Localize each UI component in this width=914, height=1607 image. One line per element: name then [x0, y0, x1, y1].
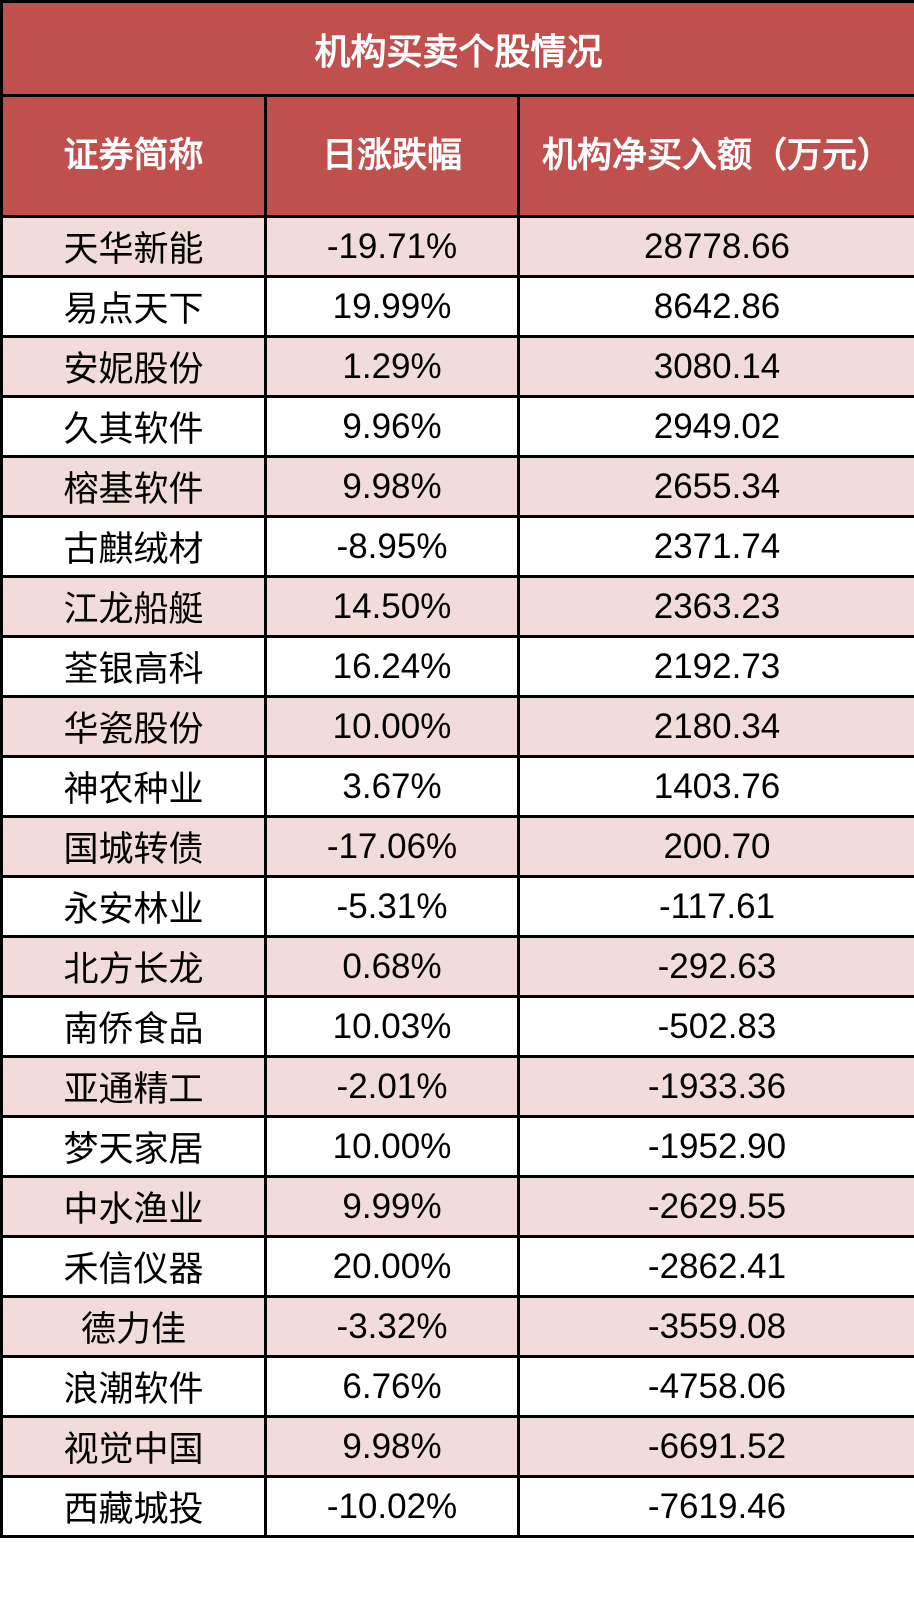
table-row: 神农种业 3.67% 1403.76 [0, 755, 914, 818]
stock-name-cell: 国城转债 [0, 815, 267, 878]
daily-change-cell: -8.95% [264, 515, 520, 578]
table-row: 德力佳 -3.32% -3559.08 [0, 1295, 914, 1358]
column-header-change: 日涨跌幅 [264, 94, 520, 218]
net-buy-cell: 200.70 [516, 815, 914, 878]
column-header-net-buy: 机构净买入额（万元） [516, 94, 914, 218]
daily-change-cell: -17.06% [264, 815, 520, 878]
daily-change-cell: 9.98% [264, 1415, 520, 1478]
net-buy-cell: 3080.14 [516, 335, 914, 398]
stock-name-cell: 中水渔业 [0, 1175, 267, 1238]
net-buy-cell: -3559.08 [516, 1295, 914, 1358]
stock-name-cell: 安妮股份 [0, 335, 267, 398]
stock-name-cell: 德力佳 [0, 1295, 267, 1358]
stock-name-cell: 古麒绒材 [0, 515, 267, 578]
daily-change-cell: 9.99% [264, 1175, 520, 1238]
stock-name-cell: 久其软件 [0, 395, 267, 458]
daily-change-cell: 19.99% [264, 275, 520, 338]
table-row: 古麒绒材 -8.95% 2371.74 [0, 515, 914, 578]
table-row: 浪潮软件 6.76% -4758.06 [0, 1355, 914, 1418]
net-buy-cell: -1952.90 [516, 1115, 914, 1178]
daily-change-cell: 14.50% [264, 575, 520, 638]
daily-change-cell: -3.32% [264, 1295, 520, 1358]
daily-change-cell: 6.76% [264, 1355, 520, 1418]
table-row: 榕基软件 9.98% 2655.34 [0, 455, 914, 518]
net-buy-cell: -4758.06 [516, 1355, 914, 1418]
table-row: 久其软件 9.96% 2949.02 [0, 395, 914, 458]
net-buy-cell: 2949.02 [516, 395, 914, 458]
table-row: 西藏城投 -10.02% -7619.46 [0, 1475, 914, 1538]
net-buy-cell: -117.61 [516, 875, 914, 938]
table-row: 禾信仪器 20.00% -2862.41 [0, 1235, 914, 1298]
table-row: 南侨食品 10.03% -502.83 [0, 995, 914, 1058]
daily-change-cell: 10.03% [264, 995, 520, 1058]
daily-change-cell: -5.31% [264, 875, 520, 938]
table-row: 安妮股份 1.29% 3080.14 [0, 335, 914, 398]
stock-name-cell: 亚通精工 [0, 1055, 267, 1118]
table-row: 易点天下 19.99% 8642.86 [0, 275, 914, 338]
table-row: 国城转债 -17.06% 200.70 [0, 815, 914, 878]
stock-name-cell: 榕基软件 [0, 455, 267, 518]
daily-change-cell: 10.00% [264, 1115, 520, 1178]
daily-change-cell: -19.71% [264, 215, 520, 278]
table-row: 江龙船艇 14.50% 2363.23 [0, 575, 914, 638]
stock-name-cell: 荃银高科 [0, 635, 267, 698]
stock-name-cell: 北方长龙 [0, 935, 267, 998]
stock-name-cell: 永安林业 [0, 875, 267, 938]
table-row: 永安林业 -5.31% -117.61 [0, 875, 914, 938]
stock-name-cell: 梦天家居 [0, 1115, 267, 1178]
net-buy-cell: 2655.34 [516, 455, 914, 518]
table-row: 华瓷股份 10.00% 2180.34 [0, 695, 914, 758]
stock-name-cell: 江龙船艇 [0, 575, 267, 638]
net-buy-cell: 2180.34 [516, 695, 914, 758]
institution-trading-table: 机构买卖个股情况 证券简称 日涨跌幅 机构净买入额（万元） 天华新能 -19.71… [0, 0, 914, 1538]
table-row: 北方长龙 0.68% -292.63 [0, 935, 914, 998]
stock-name-cell: 神农种业 [0, 755, 267, 818]
stock-name-cell: 视觉中国 [0, 1415, 267, 1478]
daily-change-cell: -10.02% [264, 1475, 520, 1538]
net-buy-cell: -2862.41 [516, 1235, 914, 1298]
daily-change-cell: -2.01% [264, 1055, 520, 1118]
net-buy-cell: -6691.52 [516, 1415, 914, 1478]
net-buy-cell: -7619.46 [516, 1475, 914, 1538]
stock-name-cell: 浪潮软件 [0, 1355, 267, 1418]
net-buy-cell: 2363.23 [516, 575, 914, 638]
table-row: 梦天家居 10.00% -1952.90 [0, 1115, 914, 1178]
net-buy-cell: 8642.86 [516, 275, 914, 338]
table-row: 亚通精工 -2.01% -1933.36 [0, 1055, 914, 1118]
daily-change-cell: 16.24% [264, 635, 520, 698]
stock-name-cell: 华瓷股份 [0, 695, 267, 758]
table-row: 荃银高科 16.24% 2192.73 [0, 635, 914, 698]
daily-change-cell: 20.00% [264, 1235, 520, 1298]
daily-change-cell: 3.67% [264, 755, 520, 818]
stock-name-cell: 西藏城投 [0, 1475, 267, 1538]
daily-change-cell: 9.98% [264, 455, 520, 518]
daily-change-cell: 10.00% [264, 695, 520, 758]
table-title: 机构买卖个股情况 [0, 0, 914, 97]
net-buy-cell: -292.63 [516, 935, 914, 998]
daily-change-cell: 9.96% [264, 395, 520, 458]
stock-name-cell: 易点天下 [0, 275, 267, 338]
net-buy-cell: -1933.36 [516, 1055, 914, 1118]
net-buy-cell: 2371.74 [516, 515, 914, 578]
table-row: 视觉中国 9.98% -6691.52 [0, 1415, 914, 1478]
table-row: 中水渔业 9.99% -2629.55 [0, 1175, 914, 1238]
net-buy-cell: 1403.76 [516, 755, 914, 818]
stock-name-cell: 南侨食品 [0, 995, 267, 1058]
table-body: 天华新能 -19.71% 28778.66 易点天下 19.99% 8642.86 安妮股份… [0, 215, 914, 1538]
daily-change-cell: 0.68% [264, 935, 520, 998]
daily-change-cell: 1.29% [264, 335, 520, 398]
net-buy-cell: -2629.55 [516, 1175, 914, 1238]
net-buy-cell: 28778.66 [516, 215, 914, 278]
stock-name-cell: 天华新能 [0, 215, 267, 278]
column-header-name: 证券简称 [0, 94, 267, 218]
net-buy-cell: -502.83 [516, 995, 914, 1058]
stock-name-cell: 禾信仪器 [0, 1235, 267, 1298]
net-buy-cell: 2192.73 [516, 635, 914, 698]
table-row: 天华新能 -19.71% 28778.66 [0, 215, 914, 278]
